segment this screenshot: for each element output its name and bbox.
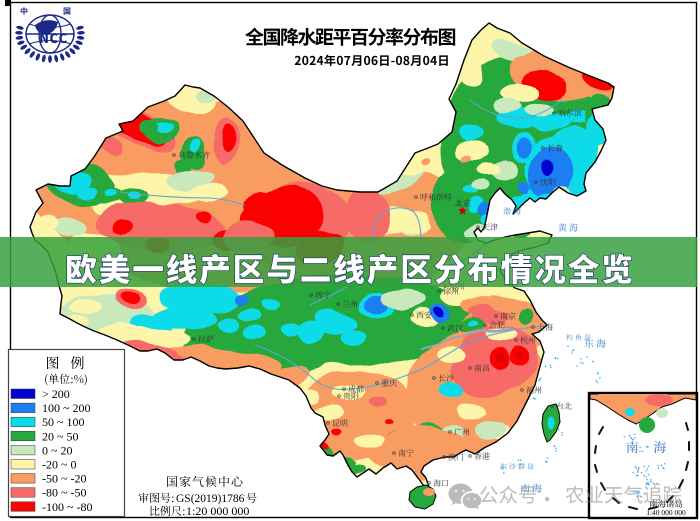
svg-text:100 ~ 200: 100 ~ 200 [42,401,91,415]
svg-text:1:40 000 000: 1:40 000 000 [646,508,686,517]
svg-text:1:20 000 000: 1:20 000 000 [186,504,249,518]
svg-text:20 ~ 50: 20 ~ 50 [42,429,79,443]
svg-text:> 200: > 200 [42,387,70,401]
svg-text:50 ~ 100: 50 ~ 100 [42,415,85,429]
svg-text:-100 ~ -80: -100 ~ -80 [42,500,92,514]
svg-text:-80 ~ -50: -80 ~ -50 [42,486,86,500]
svg-text:-50 ~ -20: -50 ~ -20 [42,472,86,486]
svg-text:0 ~ 20: 0 ~ 20 [42,443,73,457]
svg-text:-20 ~ 0: -20 ~ 0 [42,458,77,472]
svg-text:GS(2019)1786: GS(2019)1786 [176,493,245,505]
